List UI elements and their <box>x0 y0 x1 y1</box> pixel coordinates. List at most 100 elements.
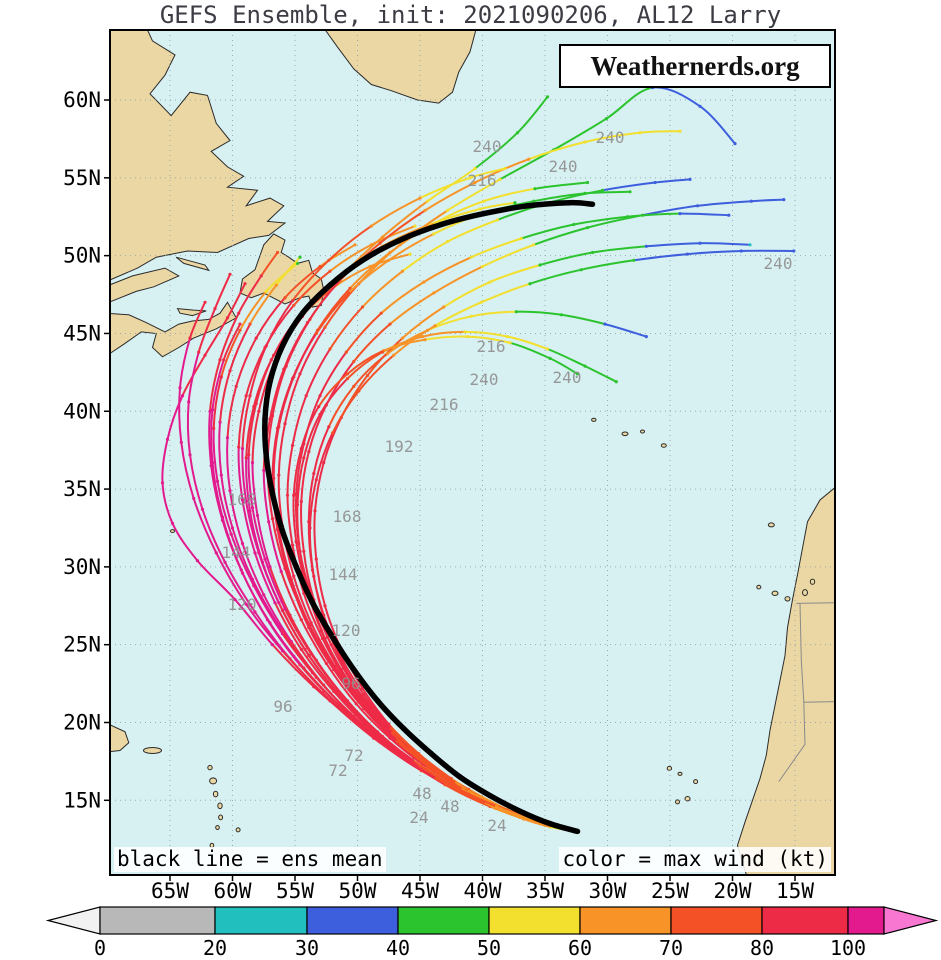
colorbar: 0 20 30 40 50 60 70 80 100 <box>45 906 939 960</box>
landmass <box>175 256 211 272</box>
lat-axis-label: 40N <box>63 399 101 423</box>
island <box>217 802 223 810</box>
island <box>591 417 597 422</box>
colorbar-tick-label: 20 <box>203 936 227 960</box>
forecast-hour-label: 192 <box>385 437 414 456</box>
island <box>784 596 791 602</box>
island <box>170 529 175 534</box>
lat-axis-label: 55N <box>63 166 101 190</box>
forecast-hour-label: 144 <box>222 543 251 562</box>
forecast-hour-label: 72 <box>344 746 363 765</box>
lon-axis-label: 35W <box>526 879 564 903</box>
colorbar-segment <box>397 906 490 935</box>
watermark-box: Weathernerds.org <box>559 44 831 88</box>
island <box>215 825 220 830</box>
ensemble-member-track <box>240 166 580 834</box>
forecast-hour-label: 48 <box>440 797 459 816</box>
island <box>802 589 808 597</box>
country-border <box>803 701 835 703</box>
forecast-hour-label: 240 <box>553 368 582 387</box>
colorbar-left-arrow <box>45 906 101 935</box>
lon-axis-label: 45W <box>401 879 439 903</box>
forecast-hour-label: 120 <box>332 621 361 640</box>
colorbar-segment <box>99 906 216 935</box>
forecast-hour-label: 96 <box>341 674 360 693</box>
lat-axis-label: 30N <box>63 555 101 579</box>
lon-axis-label: 65W <box>151 879 189 903</box>
forecast-hour-label: 216 <box>468 171 497 190</box>
forecast-hour-label: 96 <box>273 697 292 716</box>
colorbar-tick-label: 80 <box>750 936 774 960</box>
legend-note-mean: black line = ens mean <box>114 847 386 872</box>
island <box>684 796 691 802</box>
forecast-hour-label: 24 <box>409 808 428 827</box>
lon-axis-label: 55W <box>276 879 314 903</box>
colorbar-tick-label: 100 <box>830 936 866 960</box>
forecast-hour-label: 24 <box>487 816 506 835</box>
lat-axis-label: 25N <box>63 633 101 657</box>
legend-note-color: color = max wind (kt) <box>559 847 831 872</box>
watermark-text: Weathernerds.org <box>590 50 800 81</box>
island <box>693 779 699 785</box>
colorbar-segment <box>306 906 399 935</box>
island <box>207 764 213 771</box>
colorbar-tick-label: 0 <box>94 936 106 960</box>
colorbar-right-arrow <box>883 906 939 935</box>
landmass <box>324 30 477 104</box>
forecast-hour-label: 240 <box>470 370 499 389</box>
colorbar-segment <box>214 906 308 935</box>
landmass <box>110 724 130 753</box>
forecast-hour-label: 144 <box>329 565 358 584</box>
island <box>212 790 219 798</box>
forecast-hour-label: 48 <box>412 784 431 803</box>
lat-axis-label: 35N <box>63 477 101 501</box>
colorbar-tick-label: 60 <box>568 936 592 960</box>
island <box>767 522 775 528</box>
forecast-hour-label: 240 <box>596 128 625 147</box>
landmass <box>110 30 287 281</box>
forecast-hour-label: 168 <box>333 507 362 526</box>
lat-axis-label: 60N <box>63 88 101 112</box>
map-frame <box>109 29 836 876</box>
lat-axis-label: 45N <box>63 321 101 345</box>
colorbar-tick-label: 70 <box>659 936 683 960</box>
lon-axis-label: 15W <box>776 879 814 903</box>
island <box>675 799 680 805</box>
lon-axis-label: 50W <box>339 879 377 903</box>
lon-axis-label: 20W <box>714 879 752 903</box>
island <box>218 814 224 821</box>
island <box>621 431 629 437</box>
colorbar-tick-label: 30 <box>295 936 319 960</box>
island <box>771 590 779 596</box>
lat-axis-label: 20N <box>63 710 101 734</box>
island <box>677 771 683 776</box>
lat-axis-label: 50N <box>63 244 101 268</box>
island <box>143 747 162 754</box>
chart-title: GEFS Ensemble, init: 2021090206, AL12 La… <box>159 1 782 29</box>
forecast-hour-label: 216 <box>430 395 459 414</box>
colorbar-segment <box>847 906 885 935</box>
island <box>235 827 241 833</box>
colorbar-segment <box>670 906 763 935</box>
island <box>209 777 218 785</box>
mean-track <box>262 199 596 835</box>
lon-axis-label: 60W <box>214 879 252 903</box>
island <box>660 443 667 448</box>
lon-axis-label: 30W <box>589 879 627 903</box>
island <box>809 578 816 585</box>
island <box>666 765 673 771</box>
country-border <box>796 602 835 604</box>
colorbar-tick-label: 50 <box>477 936 501 960</box>
lon-axis-label: 40W <box>464 879 502 903</box>
forecast-hour-label: 216 <box>477 337 506 356</box>
colorbar-segment <box>488 906 581 935</box>
lat-axis-label: 15N <box>63 788 101 812</box>
forecast-hour-label: 120 <box>228 595 257 614</box>
island <box>756 584 762 590</box>
forecast-hour-label: 240 <box>473 137 502 156</box>
colorbar-segment <box>579 906 672 935</box>
